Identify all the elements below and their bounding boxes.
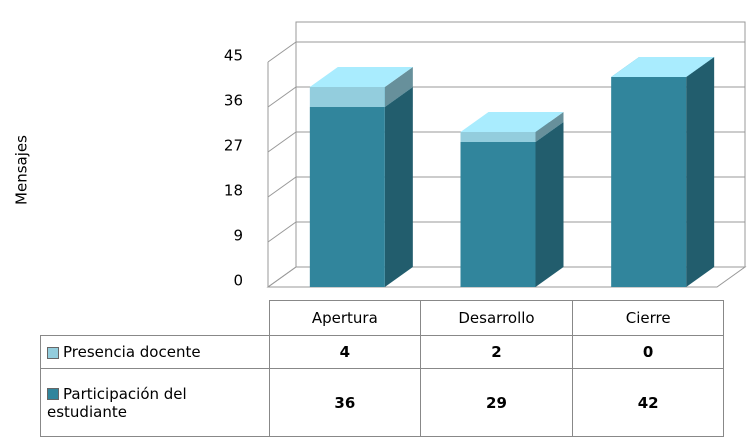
y-tick-label: 0 xyxy=(233,272,243,290)
grid-line xyxy=(267,86,745,108)
data-label: 0 xyxy=(571,335,725,369)
y-tick-label: 36 xyxy=(224,92,243,110)
bar xyxy=(611,77,687,287)
x-tick-label: Apertura xyxy=(268,300,422,336)
x-tick-label: Desarrollo xyxy=(420,300,573,336)
bar-side xyxy=(535,122,564,287)
bar xyxy=(309,107,385,287)
bar xyxy=(309,87,385,107)
grid-line xyxy=(267,41,745,63)
data-label: 42 xyxy=(571,368,725,437)
data-label: 29 xyxy=(420,368,573,437)
bar-side xyxy=(384,67,413,107)
x-tick-label: Cierre xyxy=(571,300,725,336)
legend-swatch xyxy=(47,346,59,359)
bar-side xyxy=(686,57,715,287)
data-label: 4 xyxy=(268,335,422,369)
legend-label: Presencia docente xyxy=(63,343,201,361)
bar-side xyxy=(535,112,564,142)
grid-line xyxy=(267,131,745,153)
y-tick-label: 9 xyxy=(233,227,243,245)
table-corner xyxy=(40,300,270,336)
y-tick-label: 45 xyxy=(224,47,243,65)
y-tick-label: 27 xyxy=(224,137,243,155)
legend-entry: Participación del estudiante xyxy=(40,368,270,437)
grid-line xyxy=(267,266,745,288)
bar xyxy=(460,132,536,142)
bar-top xyxy=(309,67,413,87)
bar-top xyxy=(460,112,564,132)
bar-side xyxy=(384,87,413,287)
data-table: Apertura Desarrollo Cierre Presencia docent… xyxy=(40,300,725,437)
legend-swatch xyxy=(47,388,59,400)
grid-line xyxy=(267,176,745,198)
data-label: 36 xyxy=(268,368,422,437)
grid-line xyxy=(267,221,745,243)
y-tick-label: 18 xyxy=(224,182,243,200)
bar xyxy=(460,142,536,287)
data-label: 2 xyxy=(420,335,573,369)
legend-label: Participación del estudiante xyxy=(47,384,187,421)
legend-entry: Presencia docente xyxy=(40,335,270,369)
bar-top xyxy=(611,57,715,77)
y-axis-label: Mensajes xyxy=(13,135,31,205)
